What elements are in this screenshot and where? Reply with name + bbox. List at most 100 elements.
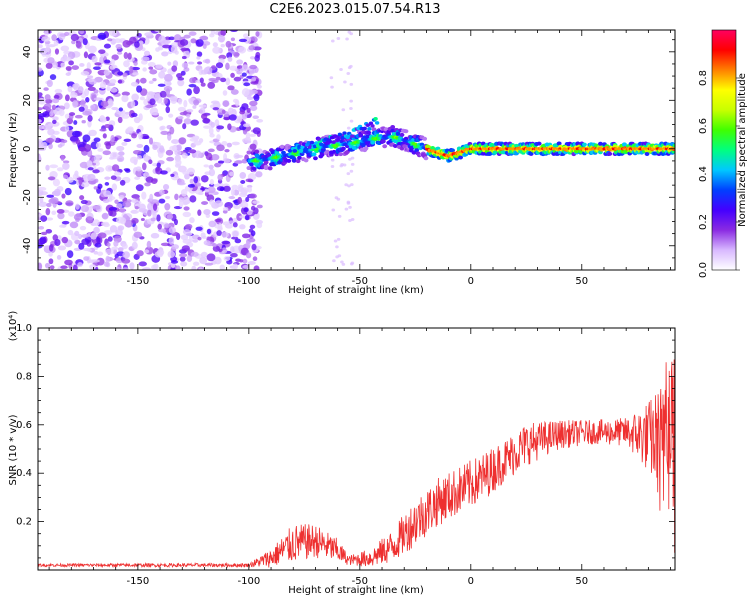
spectrogram-cell	[52, 119, 57, 124]
spectrogram-cell	[255, 31, 260, 37]
spectrogram-cell	[122, 267, 129, 270]
spectrogram-cell	[230, 253, 238, 258]
spectrogram-cell	[248, 193, 257, 199]
spectrogram-cell	[180, 261, 188, 267]
spectrogram-cell	[202, 43, 207, 49]
spectrogram-cell	[38, 113, 47, 118]
spectrogram-cell	[297, 155, 302, 160]
spectrogram-cell	[38, 67, 43, 72]
spectrogram-cell	[222, 209, 228, 214]
spectrogram-cell	[212, 107, 220, 111]
spectrogram-cell	[87, 45, 97, 54]
spectrogram-cell	[334, 196, 339, 200]
spectrogram-cell	[247, 186, 252, 193]
spectrogram-x-tick-label: -50	[352, 276, 368, 287]
spectrogram-cell	[358, 133, 364, 138]
spectrogram-cell	[207, 148, 215, 153]
spectrogram-cell	[216, 230, 222, 236]
spectrogram-cell	[61, 193, 66, 199]
spectrogram-cell	[348, 218, 352, 222]
spectrogram-cell	[233, 205, 241, 210]
spectrogram-cell	[249, 133, 256, 138]
spectrogram-cell	[147, 209, 152, 217]
spectrogram-cell	[183, 118, 192, 125]
spectrogram-cell	[248, 228, 254, 233]
spectrogram-cell	[234, 238, 242, 244]
spectrogram-cell	[119, 179, 126, 186]
spectrogram-cell	[243, 82, 251, 87]
spectrogram-cell	[109, 210, 117, 217]
spectrogram-cell	[188, 31, 197, 36]
spectrogram-cell	[114, 199, 119, 204]
spectrogram-cell	[181, 62, 189, 69]
spectrogram-cell	[181, 152, 188, 159]
spectrogram-cell	[157, 83, 166, 87]
snr-x-tick-label: -150	[127, 576, 150, 587]
spectrogram-cell	[179, 253, 188, 258]
snr-x-tick-label: 50	[575, 576, 588, 587]
spectrogram-cell	[249, 224, 256, 230]
spectrogram-cell	[212, 46, 221, 54]
spectrogram-cell	[230, 188, 235, 197]
spectrogram-cell	[240, 201, 249, 209]
spectrogram-cell	[38, 125, 44, 130]
spectrogram-cell	[336, 237, 341, 241]
spectrogram-cell	[373, 117, 378, 121]
spectrogram-cell	[155, 64, 163, 69]
spectrogram-cell	[169, 145, 178, 151]
spectrogram-cell	[203, 240, 211, 246]
spectrogram-cell	[52, 178, 61, 187]
spectrogram-x-label: Height of straight line (km)	[288, 285, 424, 296]
spectrogram-cell	[210, 154, 220, 161]
spectrogram-cell	[75, 40, 82, 49]
spectrogram-cell	[99, 56, 105, 65]
spectrogram-cell	[85, 216, 93, 224]
spectrogram-cell	[101, 222, 106, 226]
spectrogram-cell	[180, 234, 189, 240]
spectrogram-cell	[179, 256, 186, 262]
spectrogram-cell	[182, 123, 187, 130]
spectrogram-cell	[332, 259, 336, 263]
spectrogram-cell	[38, 141, 44, 148]
spectrogram-cell	[38, 44, 43, 49]
spectrogram-cell	[40, 231, 48, 236]
spectrogram-cell	[131, 66, 140, 71]
spectrogram-cell	[87, 119, 92, 128]
spectrogram-cell	[102, 198, 110, 203]
spectrogram-cell	[148, 80, 154, 85]
spectrogram-cell	[109, 30, 118, 37]
spectrogram-cell	[109, 225, 118, 233]
spectrogram-x-tick-label: 0	[468, 276, 474, 287]
spectrogram-cell	[233, 51, 240, 58]
spectrogram-cell	[246, 96, 254, 101]
spectrogram-cell	[79, 225, 87, 231]
spectrogram-cell	[93, 226, 100, 234]
spectrogram-cell	[51, 34, 57, 42]
spectrogram-cell	[70, 92, 78, 99]
spectrogram-cell	[223, 116, 231, 121]
spectrogram-cell	[157, 150, 164, 159]
spectrogram-cell	[63, 102, 70, 110]
spectrogram-cell	[80, 71, 90, 76]
spectrogram-cell	[140, 77, 147, 84]
spectrogram-cell	[54, 88, 63, 94]
spectrogram-cell	[160, 125, 166, 130]
spectrogram-cell	[117, 225, 125, 231]
spectrogram-cell	[122, 40, 131, 48]
spectrogram-cell	[86, 159, 93, 167]
spectrogram-cell	[241, 233, 251, 239]
spectrogram-y-label: Frequency (Hz)	[8, 112, 19, 188]
spectrogram-cell	[249, 100, 258, 107]
spectrogram-cell	[93, 186, 99, 190]
spectrogram-cell	[105, 248, 114, 255]
snr-x-ticks: -150 -100 -50 0 50	[48, 328, 671, 587]
spectrogram-cell	[222, 206, 229, 211]
spectrogram-cell	[78, 177, 83, 186]
spectrogram-cell	[43, 87, 49, 91]
spectrogram-cell	[246, 166, 252, 171]
spectrogram-cell	[336, 36, 341, 40]
spectrogram-cell	[193, 140, 202, 146]
spectrogram-cell	[146, 240, 152, 249]
spectrogram-cell	[203, 164, 209, 168]
spectrogram-cell	[60, 154, 65, 161]
